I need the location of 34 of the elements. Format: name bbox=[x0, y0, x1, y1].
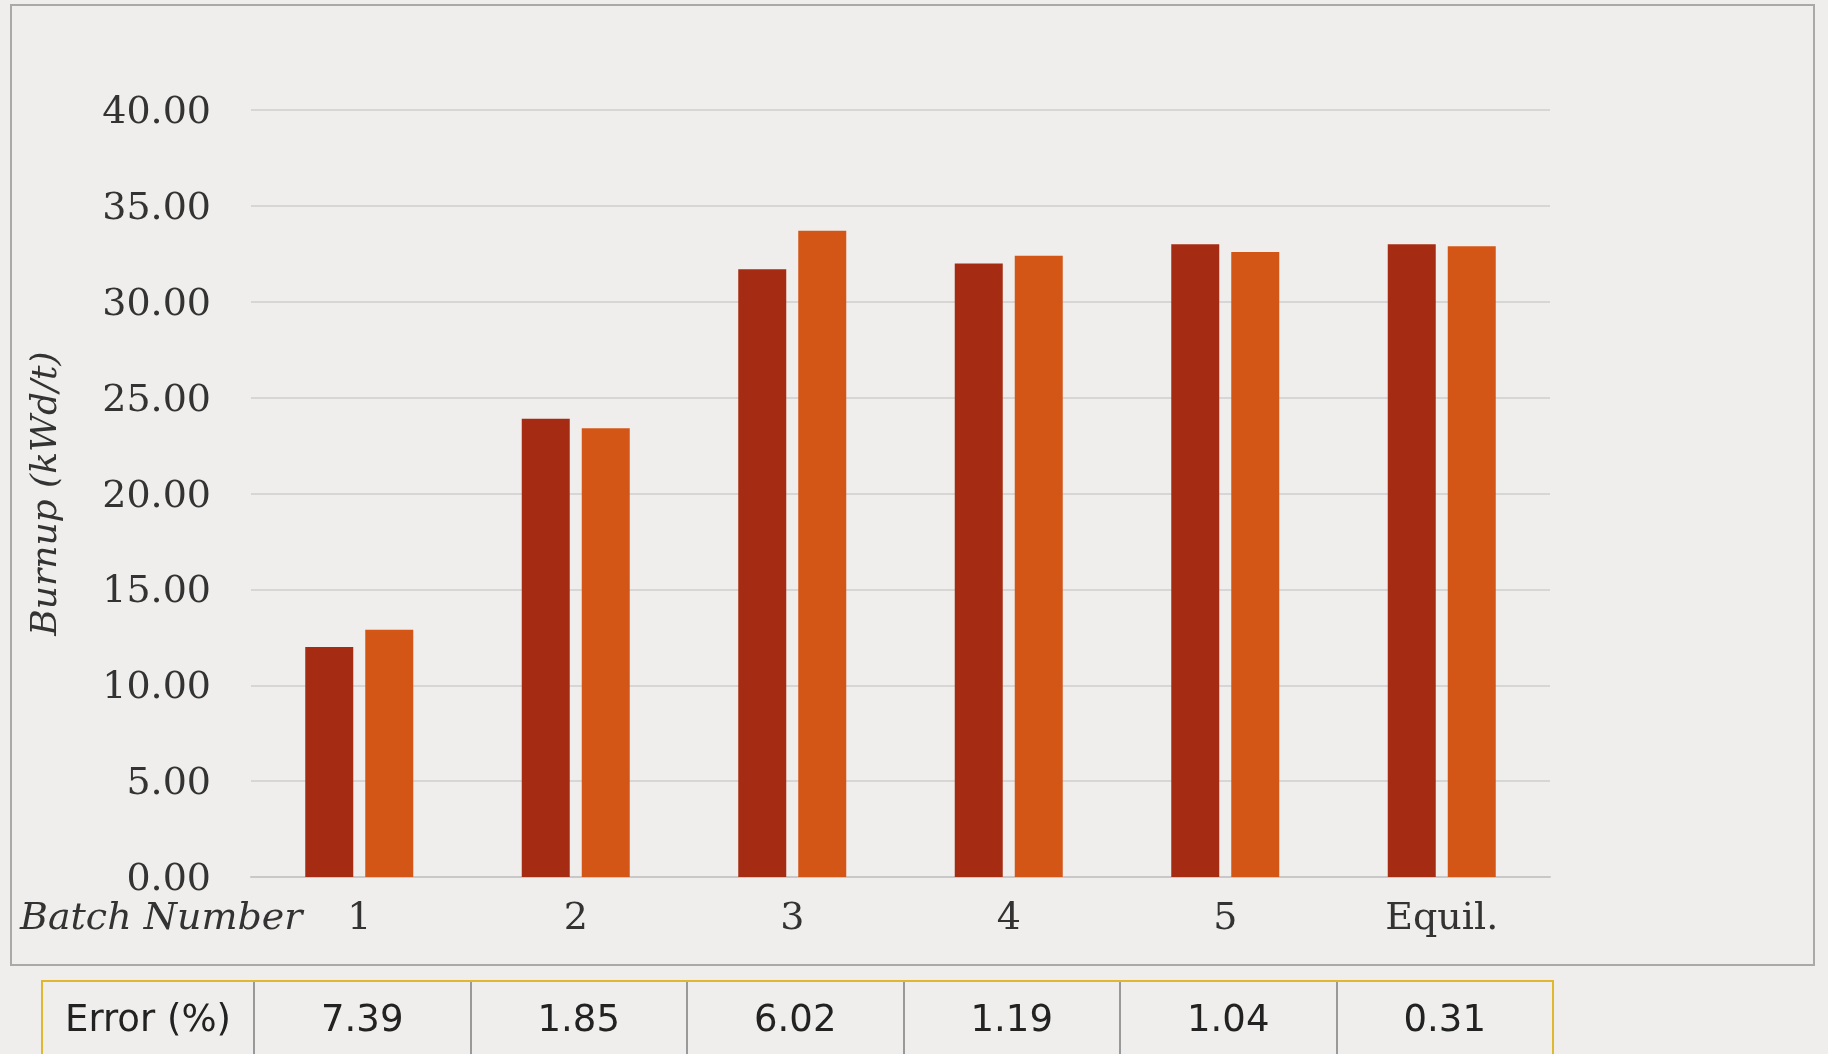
y-tick-label: 15.00 bbox=[102, 567, 211, 612]
x-tick-label: Equil. bbox=[1385, 894, 1499, 938]
text: 1.19 bbox=[902, 982, 1119, 1054]
x-tick-label: 5 bbox=[1213, 894, 1238, 938]
y-tick-label: 5.00 bbox=[126, 759, 211, 804]
y-tick-label: 25.00 bbox=[102, 375, 211, 420]
bar bbox=[1447, 246, 1496, 877]
bar bbox=[305, 646, 354, 877]
text: 1.04 bbox=[1119, 982, 1336, 1054]
x-tick-label: 1 bbox=[347, 894, 372, 938]
y-axis-title: Burnup (kWd/t) bbox=[22, 351, 64, 637]
y-tick-label: 35.00 bbox=[102, 183, 211, 228]
bar bbox=[738, 269, 787, 877]
bar bbox=[1014, 255, 1063, 877]
x-tick-label: 3 bbox=[780, 894, 805, 938]
bar bbox=[365, 629, 414, 877]
bar bbox=[954, 263, 1003, 877]
text: Error (%) bbox=[64, 995, 232, 1042]
y-tick-label: 40.00 bbox=[102, 88, 211, 132]
y-tick-label: 20.00 bbox=[102, 471, 211, 516]
y-tick-label: 10.00 bbox=[102, 663, 211, 708]
bar bbox=[1387, 244, 1436, 877]
bar bbox=[521, 418, 570, 877]
x-tick-label: 2 bbox=[563, 894, 588, 938]
bar bbox=[1171, 244, 1220, 877]
text: 7.39 bbox=[253, 982, 470, 1054]
bar bbox=[1231, 251, 1280, 877]
y-tick-label: 30.00 bbox=[102, 279, 211, 324]
text: 0.31 bbox=[1335, 982, 1552, 1054]
bar bbox=[798, 230, 847, 877]
bar bbox=[581, 428, 630, 877]
text: 1.85 bbox=[469, 982, 686, 1054]
text: 6.02 bbox=[686, 982, 903, 1054]
x-tick-label: 4 bbox=[996, 894, 1021, 938]
